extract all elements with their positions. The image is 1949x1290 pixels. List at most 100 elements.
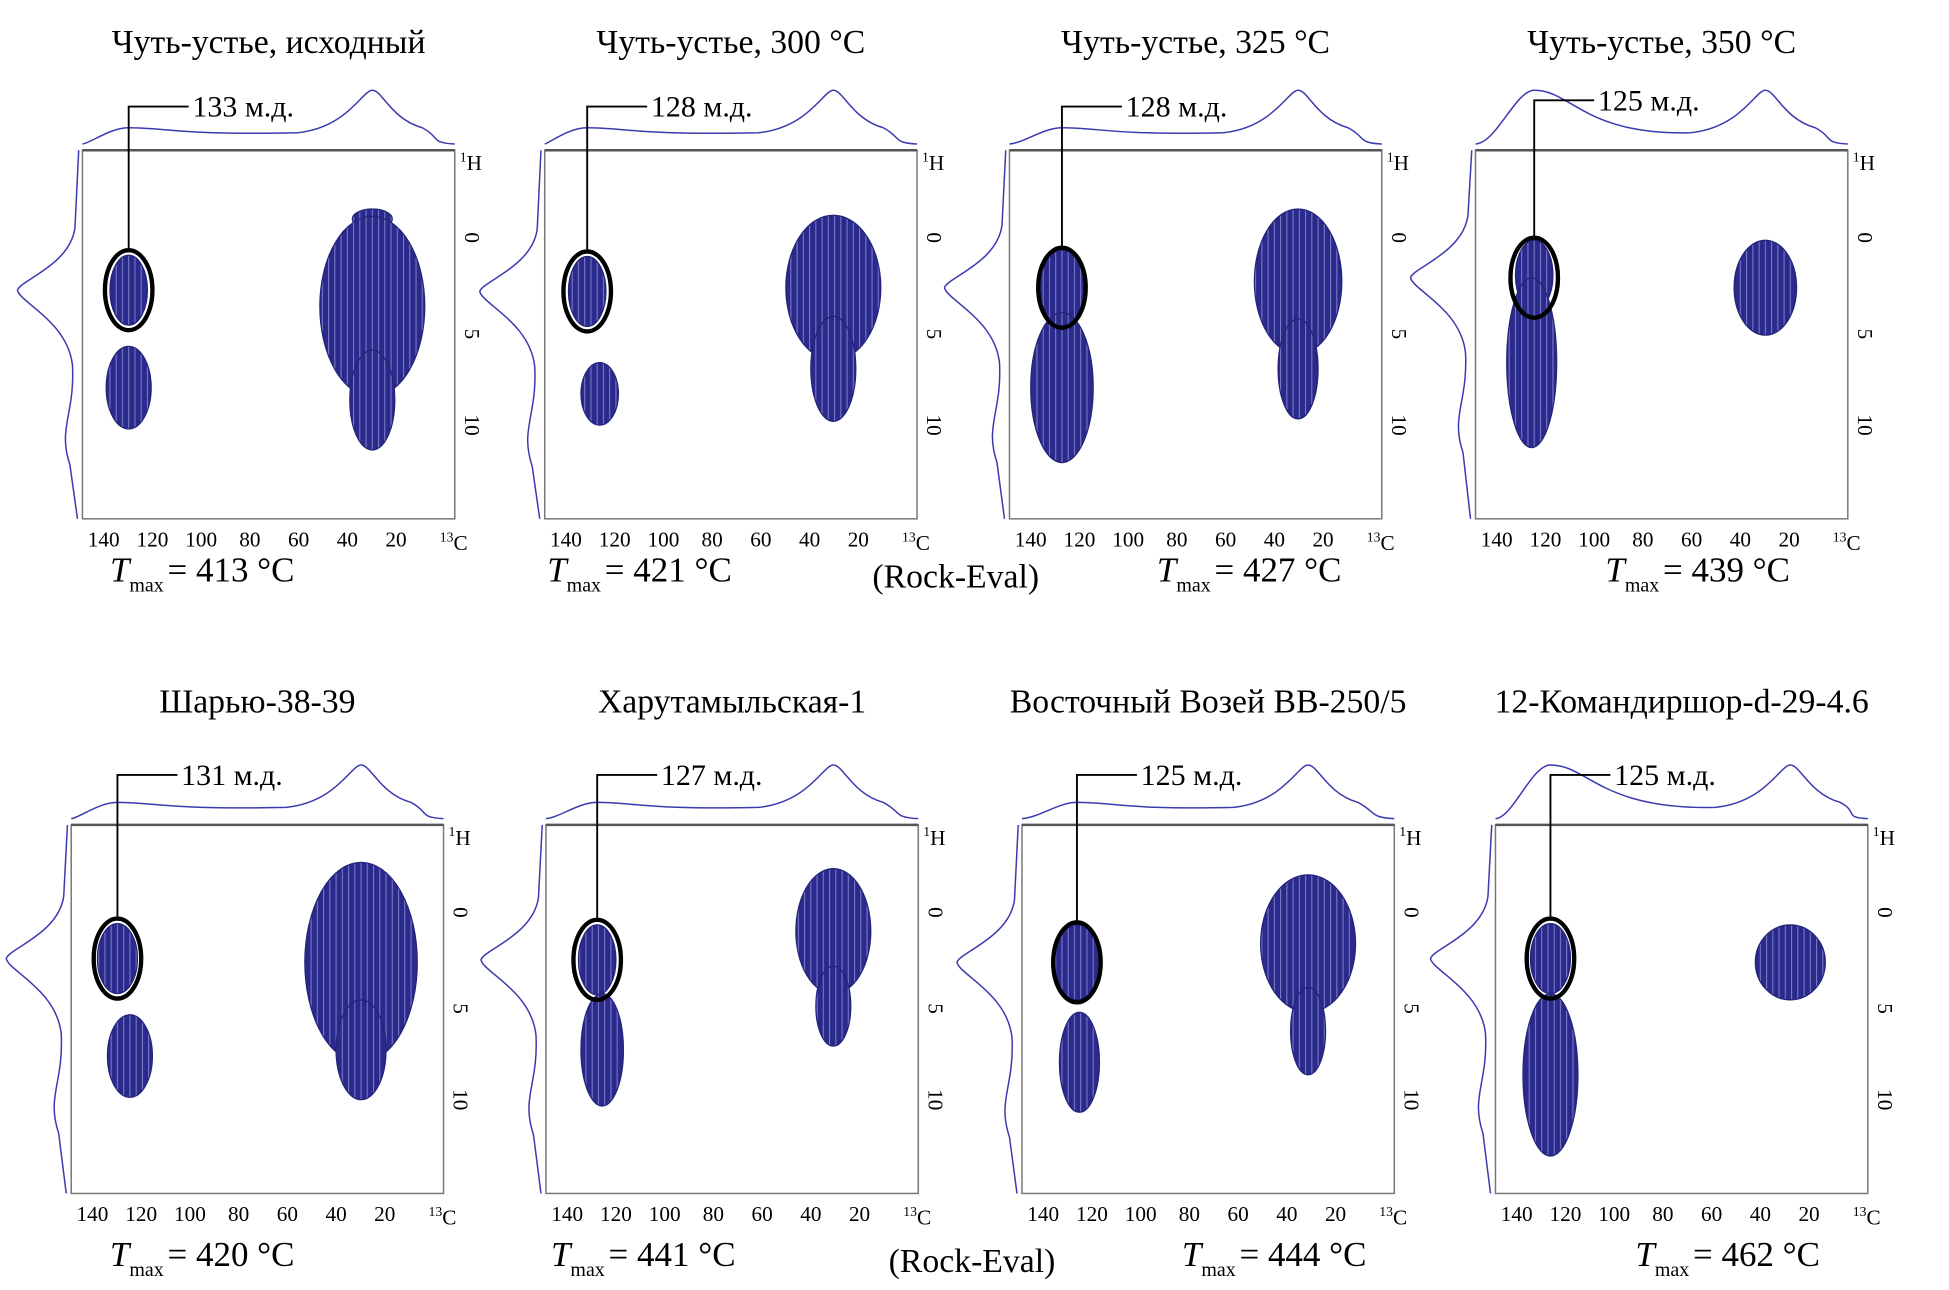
x-tick-label: 60 — [751, 1202, 772, 1226]
left-projection — [5, 824, 69, 1194]
y-tick-label: 5 — [1873, 1003, 1897, 1014]
contour-cluster — [1529, 922, 1572, 995]
y-tick-label: 0 — [1387, 232, 1411, 243]
x-tick-label: 40 — [799, 527, 820, 551]
x-tick-label: 80 — [702, 527, 723, 551]
y-tick-label: 5 — [460, 329, 484, 340]
y-tick-label: 10 — [923, 1089, 947, 1110]
panel-title: Чуть-устье, 325 °C — [1061, 24, 1330, 61]
y-unit-sup: 1 — [1853, 149, 1860, 164]
x-unit: 13C — [903, 1204, 931, 1230]
leader-line — [1076, 773, 1137, 923]
y-tick-label: 10 — [1387, 415, 1411, 436]
tmax-label: Tmax = 420 °C — [110, 1235, 295, 1281]
x-tick-label: 120 — [1550, 1202, 1582, 1226]
x-tick-label: 120 — [125, 1202, 157, 1226]
x-tick-label: 40 — [337, 527, 358, 551]
x-tick-label: 80 — [703, 1202, 724, 1226]
x-unit-sup: 13 — [902, 529, 916, 544]
tmax-sub: max — [129, 1259, 163, 1281]
x-tick-label: 140 — [77, 1202, 109, 1226]
y-unit-text: H — [929, 151, 944, 175]
panel-title: Чуть-устье, исходный — [112, 24, 426, 61]
contour-cluster — [1754, 924, 1826, 1001]
y-tick-label: 5 — [1399, 1003, 1423, 1014]
leader-line — [116, 773, 178, 919]
x-tick-label: 20 — [1798, 1202, 1819, 1226]
spectrum-panel: Шарью-38-39 131 м.д. 140 120 100 80 60 40 20 13C 0… — [5, 683, 473, 1281]
tmax-value: = 421 °C — [605, 550, 732, 589]
x-tick-label: 20 — [1778, 527, 1799, 551]
contour-cluster — [577, 924, 617, 996]
y-tick-label: 0 — [460, 232, 484, 243]
tmax-label: Tmax = 421 °C — [547, 550, 732, 596]
x-tick-label: 80 — [228, 1202, 249, 1226]
tmax-symbol: T — [1157, 550, 1179, 589]
contour-cluster — [1733, 239, 1798, 336]
tmax-sub: max — [1201, 1259, 1235, 1281]
x-tick-label: 100 — [647, 527, 679, 551]
left-projection — [480, 824, 543, 1194]
y-unit-sup: 1 — [1387, 149, 1394, 164]
y-unit-text: H — [455, 826, 470, 850]
tmax-label: Tmax = 441 °C — [551, 1235, 736, 1281]
y-unit-text: H — [1880, 826, 1895, 850]
peak-label: 127 м.д. — [661, 759, 763, 792]
x-tick-label: 80 — [1632, 527, 1653, 551]
x-tick-label: 100 — [1125, 1202, 1157, 1226]
tmax-sub: max — [129, 574, 163, 596]
x-unit: 13C — [440, 529, 468, 555]
x-unit: 13C — [1853, 1204, 1881, 1230]
left-projection — [1409, 150, 1473, 519]
x-tick-label: 100 — [1578, 527, 1610, 551]
panel-title: Шарью-38-39 — [159, 683, 355, 720]
x-unit-sup: 13 — [1853, 1204, 1867, 1219]
tmax-sub: max — [1625, 574, 1659, 596]
tmax-value: = 420 °C — [168, 1235, 295, 1274]
panel-title: Чуть-устье, 350 °C — [1527, 24, 1796, 61]
peak-label: 128 м.д. — [651, 91, 753, 124]
y-tick-label: 0 — [1399, 907, 1423, 918]
y-tick-label: 0 — [1853, 232, 1877, 243]
x-tick-label: 60 — [750, 527, 771, 551]
left-projection — [16, 150, 80, 519]
x-unit-text: C — [442, 1206, 456, 1230]
x-tick-label: 120 — [599, 527, 631, 551]
x-unit-text: C — [1847, 531, 1861, 555]
left-projection — [1429, 824, 1493, 1194]
contour-cluster — [815, 965, 852, 1047]
tmax-label: Tmax = 413 °C — [110, 550, 295, 596]
x-tick-label: 40 — [1750, 1202, 1771, 1226]
x-unit-text: C — [916, 531, 930, 555]
tmax-value: = 413 °C — [168, 550, 295, 589]
y-unit-sup: 1 — [923, 824, 930, 839]
y-tick-label: 10 — [1873, 1089, 1897, 1110]
x-tick-label: 140 — [551, 1202, 583, 1226]
x-tick-label: 40 — [1730, 527, 1751, 551]
x-tick-label: 120 — [1076, 1202, 1108, 1226]
y-unit-text: H — [1394, 151, 1409, 175]
x-tick-label: 20 — [385, 527, 406, 551]
rock-eval-label: (Rock-Eval) — [872, 559, 1039, 596]
y-tick-label: 10 — [922, 415, 946, 436]
leader-line — [1061, 105, 1122, 248]
contour-cluster — [1277, 318, 1319, 420]
x-unit: 13C — [429, 1204, 457, 1230]
tmax-label: Tmax = 427 °C — [1157, 550, 1342, 596]
y-unit: 1H — [1873, 824, 1895, 850]
y-unit-sup: 1 — [449, 824, 456, 839]
x-unit-sup: 13 — [1379, 1204, 1393, 1219]
contour-cluster — [1058, 1011, 1101, 1113]
tmax-symbol: T — [1605, 550, 1627, 589]
peak-label: 125 м.д. — [1614, 759, 1716, 792]
x-tick-label: 40 — [800, 1202, 821, 1226]
x-unit-text: C — [1381, 531, 1395, 555]
x-unit: 13C — [1367, 529, 1395, 555]
x-unit-text: C — [1393, 1206, 1407, 1230]
panel-title: Чуть-устье, 300 °C — [596, 24, 865, 61]
x-tick-label: 80 — [1652, 1202, 1673, 1226]
y-tick-label: 0 — [922, 232, 946, 243]
